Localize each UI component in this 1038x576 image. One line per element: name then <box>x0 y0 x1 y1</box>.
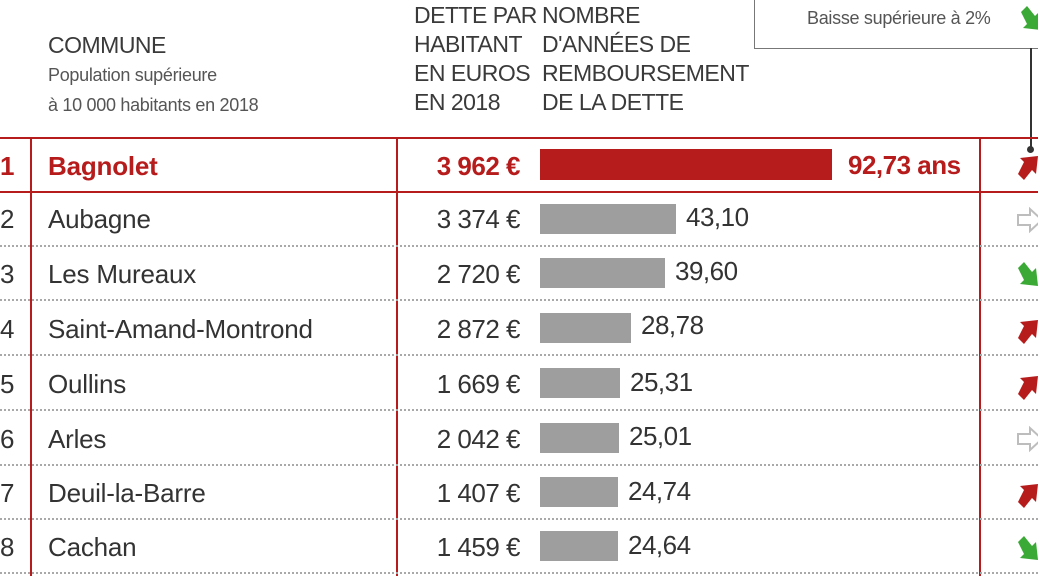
row-years: 43,10 <box>686 202 749 232</box>
row-debt: 3 962 € <box>436 151 521 181</box>
row-rank: 7 <box>0 478 15 508</box>
row-years: 39,60 <box>675 256 738 286</box>
years-header-line: DE LA DETTE <box>542 89 684 115</box>
row-separator <box>0 572 1038 574</box>
row-years: 24,74 <box>628 476 691 506</box>
row-rank: 4 <box>0 314 15 344</box>
bar-years <box>540 477 618 507</box>
row-commune: Arles <box>48 424 107 454</box>
column-divider <box>979 137 981 576</box>
row-commune: Oullins <box>48 369 127 399</box>
legend-box: Baisse supérieure à 2% <box>754 0 1038 49</box>
row-debt: 1 407 € <box>436 478 521 508</box>
commune-subtitle-1: Population supérieure <box>48 65 217 85</box>
row-years: 24,64 <box>628 530 691 560</box>
arrow-neutral-icon <box>1017 425 1038 453</box>
row-debt: 3 374 € <box>436 204 521 234</box>
column-divider <box>396 137 398 576</box>
row-separator <box>0 354 1038 356</box>
bar-years <box>540 423 619 453</box>
row-separator <box>0 299 1038 301</box>
row-debt: 2 720 € <box>436 259 521 289</box>
row1-bottom-rule <box>0 191 1038 193</box>
row-rank: 5 <box>0 369 15 399</box>
row-commune: Saint-Amand-Montrond <box>48 314 313 344</box>
legend-connector-dot <box>1027 146 1034 153</box>
debt-header-line: HABITANT <box>414 31 523 57</box>
commune-subtitle-2: à 10 000 habitants en 2018 <box>48 95 259 115</box>
legend-connector <box>1030 48 1032 148</box>
row-rank: 3 <box>0 259 15 289</box>
row-rank: 8 <box>0 532 15 562</box>
row-years: 25,31 <box>630 367 693 397</box>
row-separator <box>0 409 1038 411</box>
arrow-up-red-icon <box>1018 156 1038 180</box>
row-commune: Les Mureaux <box>48 259 197 289</box>
debt-header-line: DETTE PAR <box>414 2 537 28</box>
row-debt: 2 042 € <box>436 424 521 454</box>
row-commune: Deuil-la-Barre <box>48 478 206 508</box>
row-commune: Cachan <box>48 532 137 562</box>
arrow-up-red-icon <box>1018 320 1038 344</box>
commune-header: COMMUNE <box>48 32 166 58</box>
arrow-up-red-icon <box>1018 484 1038 508</box>
row-years: 25,01 <box>629 421 692 451</box>
row-commune: Bagnolet <box>48 151 158 181</box>
years-header-line: REMBOURSEMENT <box>542 60 749 86</box>
arrow-down-green-icon <box>1021 6 1038 30</box>
row-commune: Aubagne <box>48 204 151 234</box>
years-header-line: D'ANNÉES DE <box>542 31 691 57</box>
row-debt: 1 459 € <box>436 532 521 562</box>
bar-years <box>540 313 631 343</box>
years-header-line: NOMBRE <box>542 2 640 28</box>
row-years: 92,73 ans <box>848 150 961 180</box>
row-separator <box>0 518 1038 520</box>
debt-header-line: EN EUROS <box>414 60 531 86</box>
arrow-up-red-icon <box>1018 376 1038 400</box>
row-rank: 6 <box>0 424 15 454</box>
legend-decrease-label: Baisse supérieure à 2% <box>807 8 991 28</box>
bar-years <box>540 204 676 234</box>
row-debt: 2 872 € <box>436 314 521 344</box>
bar-years <box>540 149 832 180</box>
bar-years <box>540 368 620 398</box>
row-rank: 1 <box>0 151 15 181</box>
row-years: 28,78 <box>641 310 704 340</box>
column-divider <box>30 137 32 576</box>
arrow-down-green-icon <box>1018 262 1038 286</box>
table-top-rule <box>0 137 1038 139</box>
row-separator <box>0 464 1038 466</box>
row-debt: 1 669 € <box>436 369 521 399</box>
bar-years <box>540 531 618 561</box>
arrow-neutral-icon <box>1017 206 1038 234</box>
bar-years <box>540 258 665 288</box>
row-separator <box>0 245 1038 247</box>
arrow-down-green-icon <box>1018 536 1038 560</box>
debt-header-line: EN 2018 <box>414 89 501 115</box>
row-rank: 2 <box>0 204 15 234</box>
